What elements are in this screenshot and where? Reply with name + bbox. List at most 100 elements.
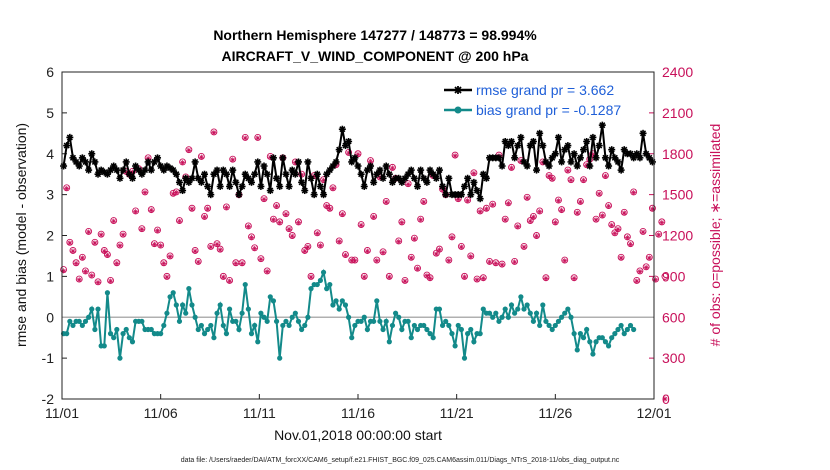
- obs-assimilated-point: [543, 275, 549, 281]
- bias-point: [386, 339, 392, 345]
- bias-point: [521, 306, 527, 312]
- legend-rmse-marker: [454, 86, 462, 94]
- obs-assimilated-point: [483, 206, 489, 212]
- obs-assimilated-point: [89, 273, 95, 279]
- obs-assimilated-point: [176, 218, 182, 224]
- rmse-point: [605, 162, 613, 170]
- rmse-point: [122, 158, 130, 166]
- bias-point: [574, 347, 580, 353]
- obs-assimilated-point: [111, 218, 117, 224]
- obs-assimilated-point: [358, 222, 364, 228]
- bias-point: [167, 294, 173, 300]
- obs-assimilated-point: [308, 274, 314, 280]
- rmse-point: [545, 162, 553, 170]
- obs-assimilated-point: [415, 266, 421, 272]
- bias-point: [584, 326, 590, 333]
- x-axis-ticks: 11/01 11/06 11/11 11/16 11/21 11/26 12/01: [45, 394, 672, 421]
- rmse-point: [558, 158, 566, 166]
- rmse-point: [316, 182, 324, 190]
- obs-assimilated-point: [508, 165, 514, 171]
- bias-point: [486, 310, 493, 316]
- obs-assimilated-point: [342, 252, 348, 258]
- y-tick-label: 5: [46, 105, 54, 121]
- bias-point: [565, 306, 571, 312]
- obs-assimilated-point: [396, 239, 402, 245]
- obs-assimilated-point: [295, 220, 301, 226]
- obs-assimilated-point: [364, 248, 370, 254]
- y2-tick-label: 900: [662, 268, 686, 284]
- rmse-point: [307, 174, 315, 182]
- bias-point: [86, 314, 92, 320]
- rmse-point: [473, 187, 481, 195]
- rmse-point: [520, 158, 528, 166]
- x-tick-label: 12/01: [636, 405, 671, 421]
- rmse-point: [332, 158, 340, 166]
- bias-point: [189, 302, 195, 308]
- bias-point: [621, 331, 627, 337]
- bias-point: [562, 310, 568, 316]
- bias-point: [214, 310, 220, 316]
- obs-assimilated-point: [227, 278, 233, 284]
- bias-point: [101, 343, 107, 349]
- rmse-point: [479, 170, 487, 178]
- rmse-point: [523, 162, 531, 170]
- obs-assimilated-point: [631, 190, 637, 196]
- rmse-point: [294, 158, 302, 166]
- bias-point: [164, 310, 170, 316]
- rmse-point: [60, 162, 68, 170]
- bias-point: [192, 314, 198, 320]
- rmse-point: [150, 158, 158, 166]
- obs-assimilated-point: [352, 258, 358, 264]
- rmse-point: [445, 174, 453, 182]
- rmse-point: [194, 174, 202, 182]
- rmse-point: [382, 162, 390, 170]
- bias-point: [302, 322, 308, 329]
- bias-point: [161, 322, 167, 329]
- obs-assimilated-point: [151, 241, 157, 247]
- obs-assimilated-point: [449, 235, 455, 241]
- bias-point: [79, 322, 85, 329]
- bias-point: [195, 326, 201, 333]
- bias-point: [183, 310, 189, 316]
- bias-point: [499, 314, 505, 320]
- bias-point: [352, 322, 358, 329]
- rmse-point: [363, 166, 371, 174]
- obs-assimilated-point: [368, 158, 374, 164]
- bias-point: [114, 326, 120, 333]
- bias-point: [327, 281, 333, 288]
- obs-assimilated-point: [461, 274, 467, 280]
- x-tick-label: 11/21: [440, 405, 474, 421]
- bias-point: [295, 318, 302, 324]
- y2-tick-label: 2100: [662, 105, 693, 121]
- obs-assimilated-point: [286, 226, 292, 232]
- rmse-point: [414, 182, 422, 190]
- bias-point: [120, 331, 126, 337]
- rmse-point: [63, 142, 71, 150]
- rmse-point: [248, 178, 256, 186]
- bias-point: [392, 310, 399, 316]
- obs-assimilated-point: [408, 255, 414, 261]
- bias-point: [502, 306, 508, 312]
- x-axis-label: Nov.01,2018 00:00:00 start: [274, 427, 442, 443]
- chart-subtitle: AIRCRAFT_V_WIND_COMPONENT @ 200 hPa: [222, 48, 529, 64]
- obs-assimilated-point: [640, 229, 646, 235]
- x-tick-label: 11/01: [45, 405, 79, 421]
- bias-point: [264, 318, 270, 324]
- obs-assimilated-point: [577, 199, 583, 205]
- rmse-point: [172, 170, 180, 178]
- bias-point: [421, 322, 427, 329]
- rmse-point: [128, 174, 136, 182]
- bias-point: [277, 355, 283, 361]
- obs-assimilated-point: [158, 243, 164, 249]
- bias-point: [211, 335, 217, 341]
- y-tick-label: 0: [46, 309, 54, 325]
- bias-point: [333, 298, 339, 304]
- obs-assimilated-point: [161, 260, 167, 266]
- obs-assimilated-point: [155, 228, 161, 234]
- rmse-point: [232, 178, 240, 186]
- obs-assimilated-point: [637, 269, 643, 275]
- obs-assimilated-point: [618, 255, 624, 261]
- bias-point: [408, 335, 414, 341]
- rmse-point: [238, 182, 246, 190]
- obs-assimilated-point: [82, 269, 88, 275]
